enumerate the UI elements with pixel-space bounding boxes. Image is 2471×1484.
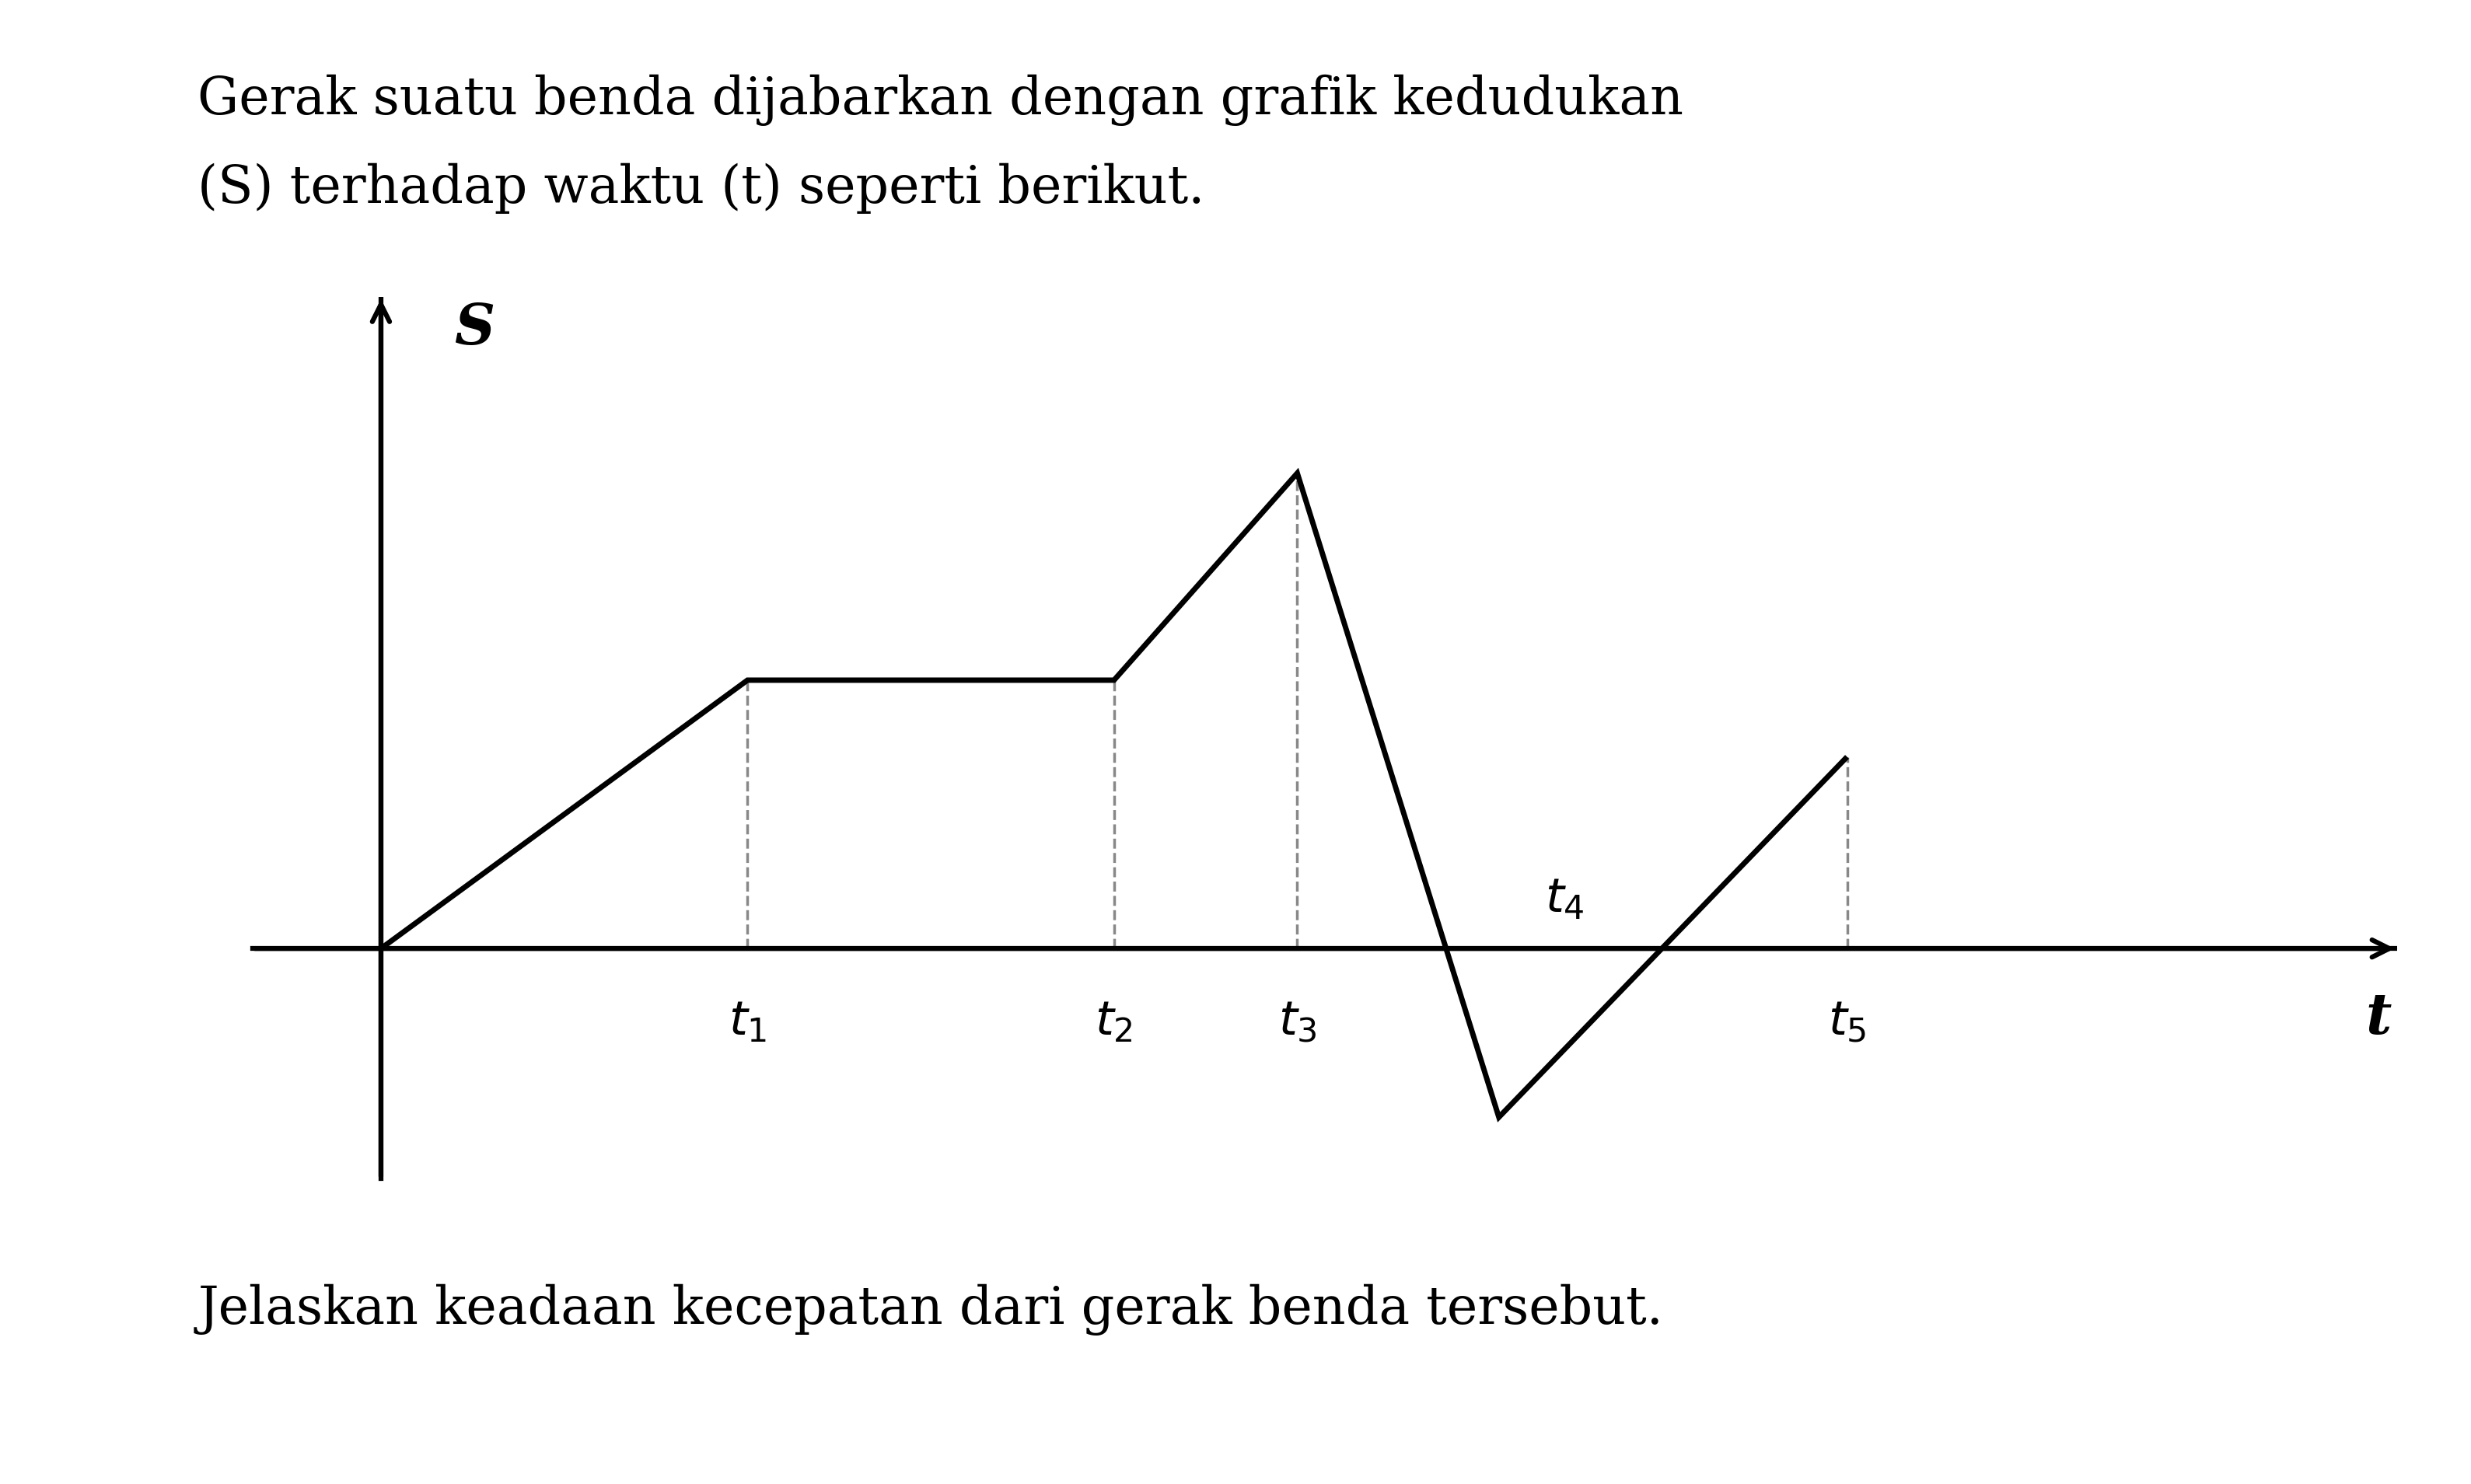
Text: (S) terhadap waktu (t) seperti berikut.: (S) terhadap waktu (t) seperti berikut. (198, 163, 1206, 214)
Text: t: t (2365, 991, 2392, 1046)
Text: $t_5$: $t_5$ (1829, 999, 1866, 1045)
Text: $t_4$: $t_4$ (1544, 876, 1584, 922)
Text: $t_2$: $t_2$ (1095, 999, 1134, 1045)
Text: Jelaskan keadaan kecepatan dari gerak benda tersebut.: Jelaskan keadaan kecepatan dari gerak be… (198, 1284, 1663, 1336)
Text: S: S (455, 301, 494, 356)
Text: $t_1$: $t_1$ (729, 999, 766, 1045)
Text: Gerak suatu benda dijabarkan dengan grafik kedudukan: Gerak suatu benda dijabarkan dengan graf… (198, 74, 1683, 126)
Text: $t_3$: $t_3$ (1278, 999, 1317, 1045)
